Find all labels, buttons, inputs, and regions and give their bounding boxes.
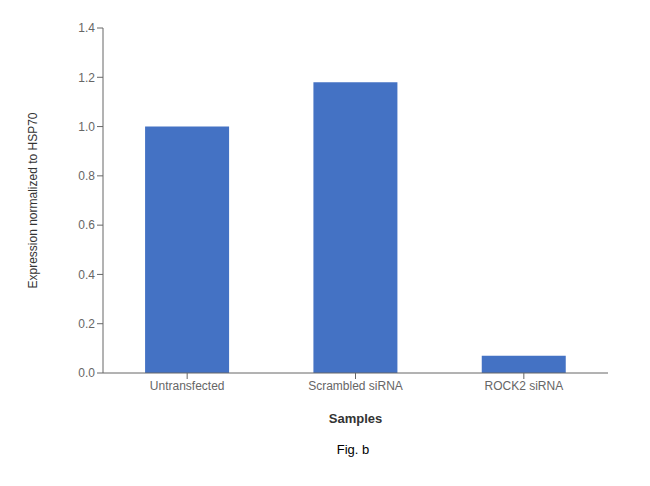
svg-text:0.0: 0.0 [78,366,95,380]
svg-text:Untransfected: Untransfected [150,379,225,393]
svg-text:Expression normalized to HSP70: Expression normalized to HSP70 [26,112,40,288]
svg-text:ROCK2 siRNA: ROCK2 siRNA [484,379,563,393]
html-text:Fig. b: Fig. b [336,442,370,457]
svg-text:0.2: 0.2 [78,317,95,331]
svg-text:1.0: 1.0 [78,120,95,134]
svg-text:1.4: 1.4 [78,21,95,35]
svg-text:Scrambled siRNA: Scrambled siRNA [308,379,403,393]
svg-text:0.8: 0.8 [78,169,95,183]
svg-text:1.2: 1.2 [78,71,95,85]
svg-text:Samples: Samples [329,411,382,426]
svg-text:0.4: 0.4 [78,268,95,282]
svg-text:0.6: 0.6 [78,218,95,232]
